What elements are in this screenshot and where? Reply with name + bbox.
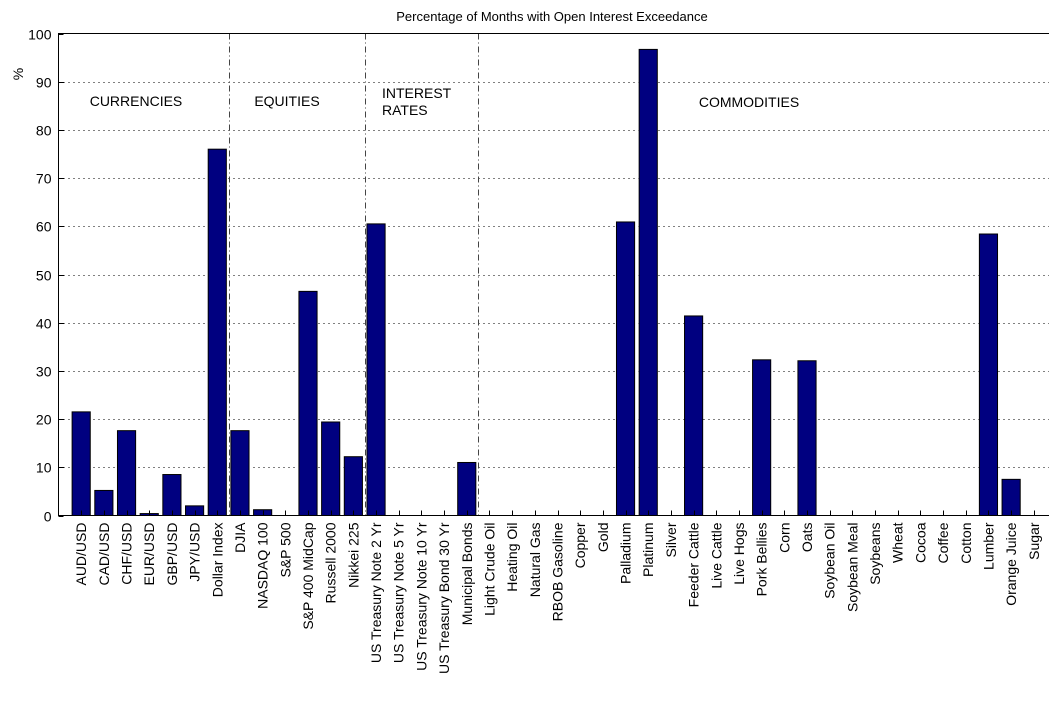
- x-tick-label: JPY/USD: [187, 523, 203, 582]
- bar: [797, 360, 817, 517]
- x-tick-label: Copper: [572, 522, 588, 568]
- bar: [1001, 478, 1021, 517]
- x-tick-label: Dollar Index: [209, 523, 225, 598]
- bar: [321, 421, 341, 517]
- bar: [638, 48, 658, 516]
- bar: [457, 461, 477, 517]
- x-tick-label: Gold: [595, 523, 611, 553]
- x-tick-label: S&P 500: [277, 522, 293, 577]
- y-axis-label: %: [10, 68, 26, 80]
- x-tick-label: Pork Bellies: [754, 523, 770, 597]
- bar: [253, 509, 273, 517]
- bar: [366, 223, 386, 516]
- x-tick-label: Natural Gas: [527, 523, 543, 598]
- bar: [343, 456, 363, 517]
- bar: [116, 430, 137, 516]
- bars: [71, 48, 1021, 517]
- x-tick-label: Nikkei 225: [345, 522, 361, 588]
- sector-dividers: [229, 33, 479, 516]
- x-tick-label: Oats: [799, 523, 815, 553]
- x-tick-label: Live Hogs: [731, 523, 747, 585]
- x-tick-label: Cotton: [958, 523, 974, 564]
- bar: [684, 315, 704, 516]
- y-tick-label: 50: [36, 268, 52, 284]
- x-tick-label: US Treasury Note 10 Yr: [413, 522, 429, 671]
- x-tick-label: US Treasury Note 5 Yr: [391, 522, 407, 663]
- x-tick-label: Orange Juice: [1003, 522, 1019, 605]
- y-tick-label: 90: [36, 75, 52, 91]
- y-tick-label: 0: [44, 509, 52, 525]
- sector-label: CURRENCIES: [90, 93, 183, 109]
- grid-lines: [58, 82, 1049, 468]
- x-tick-label: Corn: [776, 523, 792, 553]
- plot-frame: [58, 33, 1049, 516]
- bar: [94, 489, 114, 517]
- axis-ticks: [58, 34, 1035, 517]
- sector-label: INTEREST: [382, 85, 452, 101]
- bar: [615, 221, 636, 516]
- x-tick-label: RBOB Gasoline: [550, 522, 566, 621]
- x-tick-label: EUR/USD: [141, 523, 157, 586]
- bar: [71, 411, 91, 516]
- bar: [207, 148, 227, 516]
- x-tick-label: AUD/USD: [73, 523, 89, 586]
- x-tick-label: Municipal Bonds: [459, 523, 475, 626]
- x-tick-label: Silver: [663, 522, 679, 557]
- x-tick-label: Feeder Cattle: [686, 522, 702, 607]
- y-tick-label: 80: [36, 123, 52, 139]
- x-tick-label: S&P 400 MidCap: [300, 522, 316, 629]
- x-tick-label: Russell 2000: [323, 522, 339, 603]
- y-tick-label: 70: [36, 171, 52, 187]
- x-tick-label: Soybean Meal: [844, 523, 860, 613]
- x-tick-label: US Treasury Bond 30 Yr: [436, 522, 452, 674]
- y-tick-label: 20: [36, 412, 52, 428]
- sector-label: EQUITIES: [254, 93, 319, 109]
- x-tick-label: GBP/USD: [164, 523, 180, 586]
- x-tick-label: Cocoa: [912, 522, 928, 563]
- y-tick-label: 30: [36, 364, 52, 380]
- x-tick-label: Coffee: [935, 522, 951, 563]
- bar: [978, 233, 999, 516]
- x-tick-labels: AUD/USD CAD/USD CHF/USD EUR/USD GBP/USD JPY/U…: [73, 522, 1042, 674]
- x-tick-label: Heating Oil: [504, 523, 520, 592]
- bar: [298, 290, 318, 516]
- chart-title: Percentage of Months with Open Interest …: [396, 9, 707, 24]
- sector-label: RATES: [382, 102, 428, 118]
- y-tick-label: 60: [36, 219, 52, 235]
- y-tick-label: 10: [36, 460, 52, 476]
- y-tick-label: 100: [28, 27, 52, 43]
- x-tick-label: Wheat: [890, 522, 906, 563]
- y-tick-labels: 0 10 20 30 40 50 60 70 80 90 100: [28, 27, 52, 525]
- x-tick-label: Soybeans: [867, 523, 883, 585]
- x-tick-label: Live Cattle: [708, 522, 724, 588]
- bar: [230, 430, 250, 516]
- x-tick-label: Platinum: [640, 523, 656, 577]
- x-tick-label: Sugar: [1026, 522, 1042, 560]
- x-tick-label: CHF/USD: [119, 523, 135, 585]
- x-tick-label: DJIA: [232, 522, 248, 553]
- x-tick-label: Light Crude Oil: [481, 523, 497, 616]
- bar: [752, 359, 772, 516]
- y-tick-label: 40: [36, 316, 52, 332]
- bar: [185, 505, 205, 516]
- x-tick-label: Soybean Oil: [822, 523, 838, 599]
- x-tick-label: Palladium: [618, 523, 634, 584]
- x-tick-label: Lumber: [980, 522, 996, 570]
- sector-label: COMMODITIES: [699, 94, 799, 110]
- x-tick-label: US Treasury Note 2 Yr: [368, 522, 384, 663]
- x-tick-label: NASDAQ 100: [255, 522, 271, 609]
- x-tick-label: CAD/USD: [96, 523, 112, 586]
- bar: [162, 474, 182, 516]
